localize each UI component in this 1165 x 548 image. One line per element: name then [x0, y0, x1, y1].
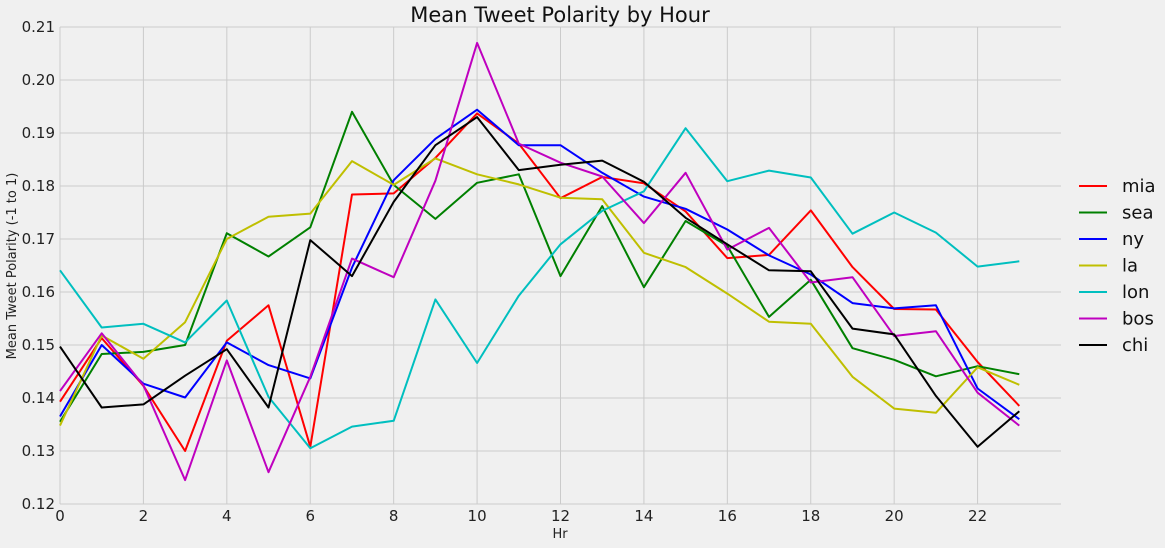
x-axis-label: Hr [552, 527, 568, 542]
x-tick-label: 4 [222, 507, 232, 525]
series-line-lon [59, 127, 1020, 450]
legend: mia sea ny la lon bos chi [1079, 176, 1156, 356]
y-tick-label: 0.13 [22, 442, 55, 460]
legend-label-la: la [1122, 256, 1138, 277]
legend-label-mia: mia [1122, 176, 1156, 197]
y-tick-label: 0.21 [22, 18, 55, 36]
y-tick-label: 0.16 [22, 283, 55, 301]
series-lines [59, 41, 1021, 482]
legend-label-sea: sea [1122, 203, 1153, 224]
series-line-chi [59, 116, 1020, 448]
chart-title: Mean Tweet Polarity by Hour [410, 3, 710, 27]
x-axis-ticks: 0 2 4 6 8 10 12 14 16 18 20 22 [55, 507, 987, 525]
x-tick-label: 10 [468, 507, 487, 525]
legend-label-ny: ny [1122, 229, 1144, 250]
x-tick-label: 20 [885, 507, 904, 525]
y-tick-label: 0.15 [22, 336, 55, 354]
x-tick-label: 6 [305, 507, 315, 525]
x-tick-label: 2 [139, 507, 149, 525]
legend-label-bos: bos [1122, 309, 1154, 330]
series-line-la [59, 157, 1020, 427]
y-tick-label: 0.12 [22, 495, 55, 513]
x-tick-label: 22 [968, 507, 987, 525]
series-line-bos [59, 41, 1020, 482]
x-tick-label: 18 [801, 507, 820, 525]
x-tick-label: 0 [55, 507, 65, 525]
y-tick-label: 0.20 [22, 71, 55, 89]
x-tick-label: 14 [634, 507, 653, 525]
x-tick-label: 12 [551, 507, 570, 525]
x-tick-label: 8 [389, 507, 399, 525]
series-line-ny [59, 108, 1020, 421]
y-axis-label: Mean Tweet Polarity (-1 to 1) [5, 173, 20, 360]
y-axis-ticks: 0.12 0.13 0.14 0.15 0.16 0.17 0.18 0.19 0.20 0.21 [22, 18, 55, 513]
x-tick-label: 16 [718, 507, 737, 525]
y-tick-label: 0.17 [22, 230, 55, 248]
y-tick-label: 0.14 [22, 389, 55, 407]
y-tick-label: 0.18 [22, 177, 55, 195]
legend-label-lon: lon [1122, 282, 1149, 303]
series-line-mia [59, 112, 1021, 452]
legend-label-chi: chi [1122, 335, 1148, 356]
y-tick-label: 0.19 [22, 124, 55, 142]
